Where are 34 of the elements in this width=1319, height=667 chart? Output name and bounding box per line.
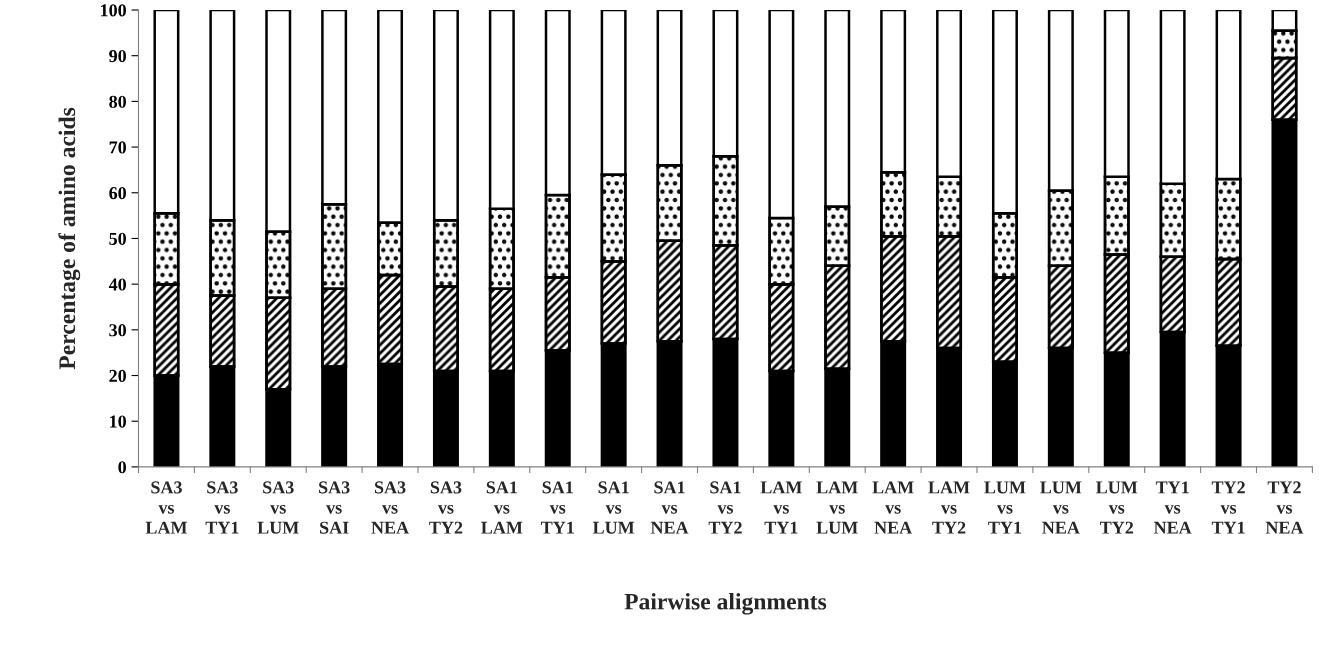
y-tick-label: 10 <box>110 415 126 428</box>
x-tick-label: TY2 vs NEA <box>1265 481 1304 534</box>
x-tick-label: SA3 vs LUM <box>257 481 299 534</box>
y-tick-label: 20 <box>109 369 126 382</box>
x-tick-label: SA1 vs TY1 <box>540 481 574 534</box>
x-tick-label: LUM vs NEA <box>1040 481 1082 534</box>
x-tick-label: SA3 vs NEA <box>371 481 409 534</box>
x-tick-label: SA3 vs TY1 <box>205 481 239 534</box>
y-tick-label: 70 <box>109 141 126 154</box>
y-tick-label: 90 <box>109 49 126 63</box>
y-tick-label: 60 <box>109 187 126 200</box>
y-axis-title: Percentage of amino acids <box>58 107 81 370</box>
x-tick-label: LAM vs TY1 <box>760 481 802 534</box>
y-tick-label: 0 <box>118 461 126 474</box>
x-tick-label: LUM vs TY1 <box>984 481 1026 534</box>
x-tick-label: TY2 vs TY1 <box>1211 481 1245 534</box>
x-axis-title: Pairwise alignments <box>624 592 827 615</box>
x-tick-label: SA1 vs LUM <box>592 481 635 534</box>
x-tick-label: LUM vs TY2 <box>1096 481 1138 534</box>
x-tick-label: SA3 vs TY2 <box>429 481 463 534</box>
y-tick-label: 30 <box>109 324 126 337</box>
x-tick-label: SA1 vs NEA <box>650 481 689 534</box>
x-tick-label: TY1 vs NEA <box>1153 481 1192 534</box>
x-tick-label: SA1 vs LAM <box>481 481 523 534</box>
x-tick-label: SA3 vs SAI <box>319 481 350 534</box>
x-tick-label: LAM vs LUM <box>816 481 858 534</box>
y-tick-label: 40 <box>108 278 126 291</box>
x-tick-label: SA3 vs LAM <box>145 481 187 534</box>
y-tick-label: 50 <box>109 232 126 245</box>
x-tick-label: SA1 vs TY2 <box>708 481 742 534</box>
y-tick-label: 80 <box>109 95 126 108</box>
x-tick-label: LAM vs NEA <box>872 481 914 534</box>
y-tick-label: 100 <box>101 4 126 17</box>
x-tick-label: LAM vs TY2 <box>928 481 970 534</box>
